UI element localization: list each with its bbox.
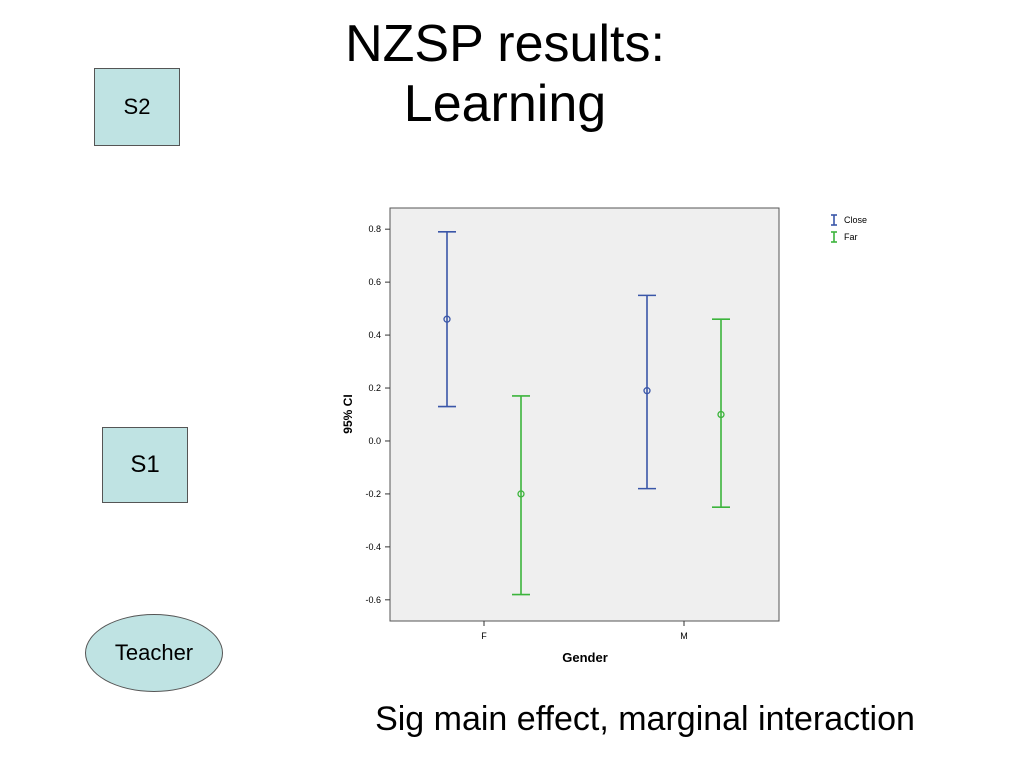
- errorbar-mean-point: [643, 387, 651, 395]
- y-tick-label: -0.2: [365, 489, 381, 499]
- legend: Close Far: [831, 214, 867, 243]
- caption: Sig main effect, marginal interaction: [375, 700, 915, 738]
- s2-box: S2: [94, 68, 180, 146]
- title-line-1: NZSP results:: [345, 15, 665, 73]
- errorbar-far-m: [712, 318, 730, 508]
- y-tick-label: 0.0: [368, 436, 381, 446]
- y-axis: 0.8 0.6 0.4 0.2 0.0 -0.2 -0.4 -0.6: [365, 224, 390, 605]
- legend-label: Close: [844, 215, 867, 225]
- y-tick-label: 0.2: [368, 383, 381, 393]
- x-tick-label: F: [481, 631, 487, 641]
- legend-item-close: Close: [831, 214, 867, 226]
- errorbar-close-m: [638, 294, 656, 490]
- errorbar-mean-point: [517, 490, 525, 498]
- y-axis-label: 95% CI: [341, 394, 355, 433]
- error-bars: [438, 231, 730, 596]
- s2-label: S2: [123, 94, 151, 119]
- errorbar-mean-point: [717, 410, 725, 419]
- y-tick-label: -0.6: [365, 595, 381, 605]
- title-line-2: Learning: [403, 75, 607, 133]
- legend-item-far: Far: [831, 231, 858, 243]
- legend-errorbar-icon: [831, 214, 837, 226]
- legend-errorbar-icon: [831, 231, 837, 243]
- teacher-ellipse: Teacher: [85, 614, 223, 692]
- y-tick-label: 0.6: [368, 277, 381, 287]
- x-tick-label: M: [680, 631, 688, 641]
- s1-label: S1: [130, 451, 160, 478]
- y-tick-label: 0.4: [368, 330, 381, 340]
- y-tick-label: -0.4: [365, 542, 381, 552]
- s1-box: S1: [102, 427, 188, 503]
- errorbar-mean-point: [443, 315, 451, 323]
- legend-label: Far: [844, 232, 858, 242]
- y-tick-label: 0.8: [368, 224, 381, 234]
- errorbar-far-f: [512, 395, 530, 596]
- x-axis-label: Gender: [562, 650, 608, 665]
- slide-title: NZSP results: Learning: [250, 14, 760, 134]
- errorbar-close-f: [438, 231, 456, 408]
- plot-area: [389, 207, 780, 622]
- teacher-label: Teacher: [114, 640, 194, 665]
